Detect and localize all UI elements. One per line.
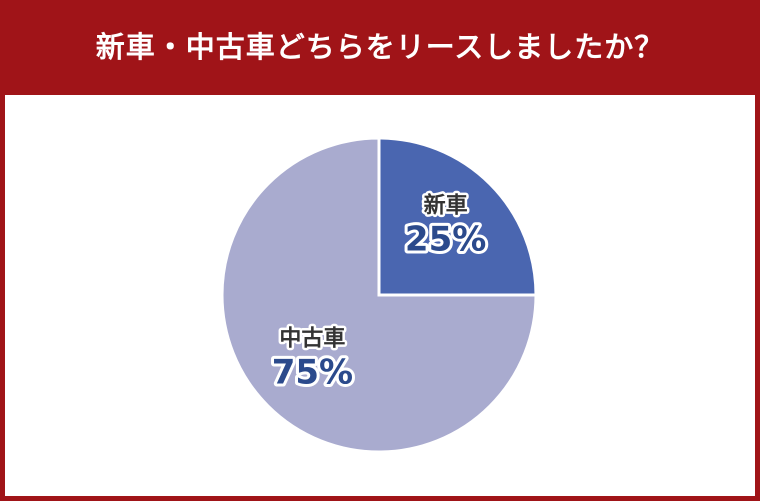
pie-slice: [377, 136, 538, 297]
slice-name: 新車: [424, 192, 468, 218]
chart-title: 新車・中古車どちらをリースしましたか？: [95, 30, 665, 64]
slice-value: 75%: [272, 353, 353, 393]
pie-slice: [220, 136, 538, 454]
slice-value: 25%: [405, 219, 486, 259]
slice-name: 中古車: [279, 326, 345, 352]
